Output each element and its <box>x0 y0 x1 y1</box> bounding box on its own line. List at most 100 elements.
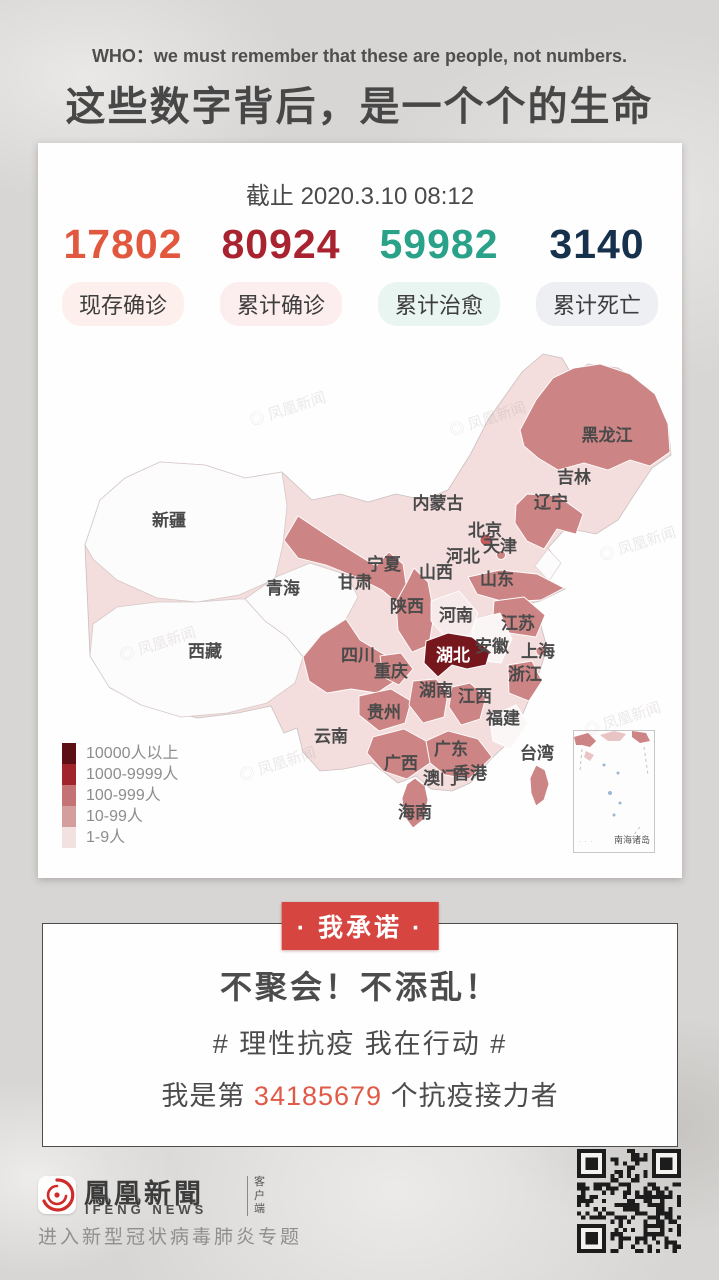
province-label-西藏: 西藏 <box>188 642 222 661</box>
region-taiwan <box>529 764 550 807</box>
province-label-湖北: 湖北 <box>436 646 470 665</box>
stat-现存确诊: 17802 现存确诊 <box>44 221 202 326</box>
province-label-吉林: 吉林 <box>557 467 591 487</box>
province-label-台湾: 台湾 <box>520 743 554 763</box>
brand-name-en: IFENG NEWS <box>85 1202 208 1217</box>
region-henan <box>430 590 479 640</box>
province-label-海南: 海南 <box>398 802 432 822</box>
footer-tagline[interactable]: 进入新型冠状病毒肺炎专题 <box>38 1227 303 1248</box>
stat-label-pill: 现存确诊 <box>61 282 184 326</box>
counter-suffix: 个抗疫接力者 <box>382 1081 559 1111</box>
province-label-陕西: 陕西 <box>390 596 424 616</box>
brand-divider <box>247 1176 248 1216</box>
legend-row: 1-9人 <box>62 827 179 848</box>
region-shandong <box>467 569 565 603</box>
region-liaoning <box>514 493 584 550</box>
province-label-天津: 天津 <box>483 536 517 556</box>
region-tianjin <box>496 550 506 560</box>
province-label-四川: 四川 <box>341 646 375 665</box>
legend-swatch <box>62 743 76 764</box>
pledge-card: · 我承诺 · 不聚会！不添乱！ # 理性抗疫 我在行动 # 我是第 34185… <box>42 902 678 1147</box>
stat-value: 59982 <box>379 221 499 267</box>
stat-累计治愈: 59982 累计治愈 <box>360 221 518 326</box>
counter-prefix: 我是第 <box>161 1081 254 1111</box>
legend-row: 1000-9999人 <box>62 764 179 785</box>
stat-value: 80924 <box>221 221 341 267</box>
stat-label-pill: 累计确诊 <box>219 282 342 326</box>
south-china-sea-inset: · · · 南海诸岛 <box>573 730 655 853</box>
province-label-青海: 青海 <box>266 578 300 598</box>
inset-map-graphic <box>574 731 650 838</box>
province-label-山东: 山东 <box>480 569 514 589</box>
province-label-安徽: 安徽 <box>475 636 510 656</box>
brand-name-cn: 鳳凰新聞 <box>84 1179 204 1209</box>
region-guangdong <box>425 730 493 780</box>
province-label-重庆: 重庆 <box>374 661 408 681</box>
province-label-湖南: 湖南 <box>419 680 453 700</box>
map-legend: 10000人以上 1000-9999人 100-999人 10-99人 1-9人 <box>62 743 179 848</box>
region-hubei <box>423 632 491 678</box>
region-heilongjiang <box>519 363 671 471</box>
stat-累计确诊: 80924 累计确诊 <box>202 221 360 326</box>
province-label-新疆: 新疆 <box>152 510 186 530</box>
legend-swatch <box>62 764 76 785</box>
region-shanghai <box>535 645 547 657</box>
legend-swatch <box>62 806 76 827</box>
province-label-上海: 上海 <box>521 641 555 661</box>
province-label-香港: 香港 <box>453 763 488 783</box>
legend-row: 10-99人 <box>62 806 179 827</box>
province-label-江苏: 江苏 <box>501 613 535 633</box>
stat-label-pill: 累计死亡 <box>535 282 658 326</box>
region-chongqing <box>379 652 414 686</box>
province-label-福建: 福建 <box>485 708 520 728</box>
province-label-北京: 北京 <box>468 520 502 540</box>
province-label-辽宁: 辽宁 <box>534 492 568 512</box>
region-hunan <box>408 678 449 724</box>
qr-code <box>577 1149 681 1253</box>
legend-row: 100-999人 <box>62 785 179 806</box>
phoenix-swirl-icon <box>42 1178 75 1212</box>
province-label-内蒙古: 内蒙古 <box>413 493 464 513</box>
province-label-宁夏: 宁夏 <box>367 554 402 574</box>
region-jiangxi <box>448 682 487 726</box>
inset-scale-text: · · · <box>579 839 594 845</box>
province-label-广东: 广东 <box>434 739 468 759</box>
pledge-counter: 我是第 34185679 个抗疫接力者 <box>43 1074 677 1113</box>
legend-label: 1000-9999人 <box>86 766 179 783</box>
legend-label: 1-9人 <box>86 829 126 846</box>
province-label-山西: 山西 <box>419 563 453 582</box>
region-guangxi <box>366 728 431 780</box>
province-label-甘肃: 甘肃 <box>338 572 372 592</box>
province-label-浙江: 浙江 <box>508 664 542 684</box>
region-xinjiang <box>84 461 288 603</box>
stat-label-pill: 累计治愈 <box>377 282 500 326</box>
pledge-slogan: 不聚会！不添乱！ <box>219 969 500 1005</box>
legend-label: 10000人以上 <box>86 745 179 762</box>
province-label-云南: 云南 <box>314 726 348 746</box>
stat-value: 3140 <box>549 221 645 267</box>
stat-累计死亡: 3140 累计死亡 <box>518 221 676 326</box>
region-tibet <box>89 598 304 718</box>
province-label-澳门: 澳门 <box>423 768 457 788</box>
province-label-黑龙江: 黑龙江 <box>582 425 633 445</box>
legend-swatch <box>62 827 76 848</box>
page-title: 这些数字背后，是一个个的生命 <box>65 85 654 129</box>
stat-value: 17802 <box>63 221 183 267</box>
region-fujian <box>488 704 529 750</box>
region-hainan <box>401 777 429 829</box>
pledge-hashtag: # 理性抗疫 我在行动 # <box>212 1029 508 1059</box>
stats-row: 17802 现存确诊 80924 累计确诊 59982 累计治愈 3140 累计死亡 <box>44 221 676 326</box>
province-label-贵州: 贵州 <box>367 702 401 722</box>
pledge-badge: · 我承诺 · <box>281 902 439 950</box>
inset-label: 南海诸岛 <box>613 835 650 845</box>
who-quote: WHO：we must remember that these are peop… <box>91 46 628 66</box>
region-gansu <box>283 515 407 603</box>
region-guizhou <box>358 688 412 732</box>
stats-map-card: 截止 2020.3.10 08:12 17802 现存确诊 80924 累计确诊 599… <box>38 143 682 878</box>
legend-swatch <box>62 785 76 806</box>
province-label-广西: 广西 <box>384 753 418 773</box>
client-label: 客户端 <box>254 1176 265 1215</box>
